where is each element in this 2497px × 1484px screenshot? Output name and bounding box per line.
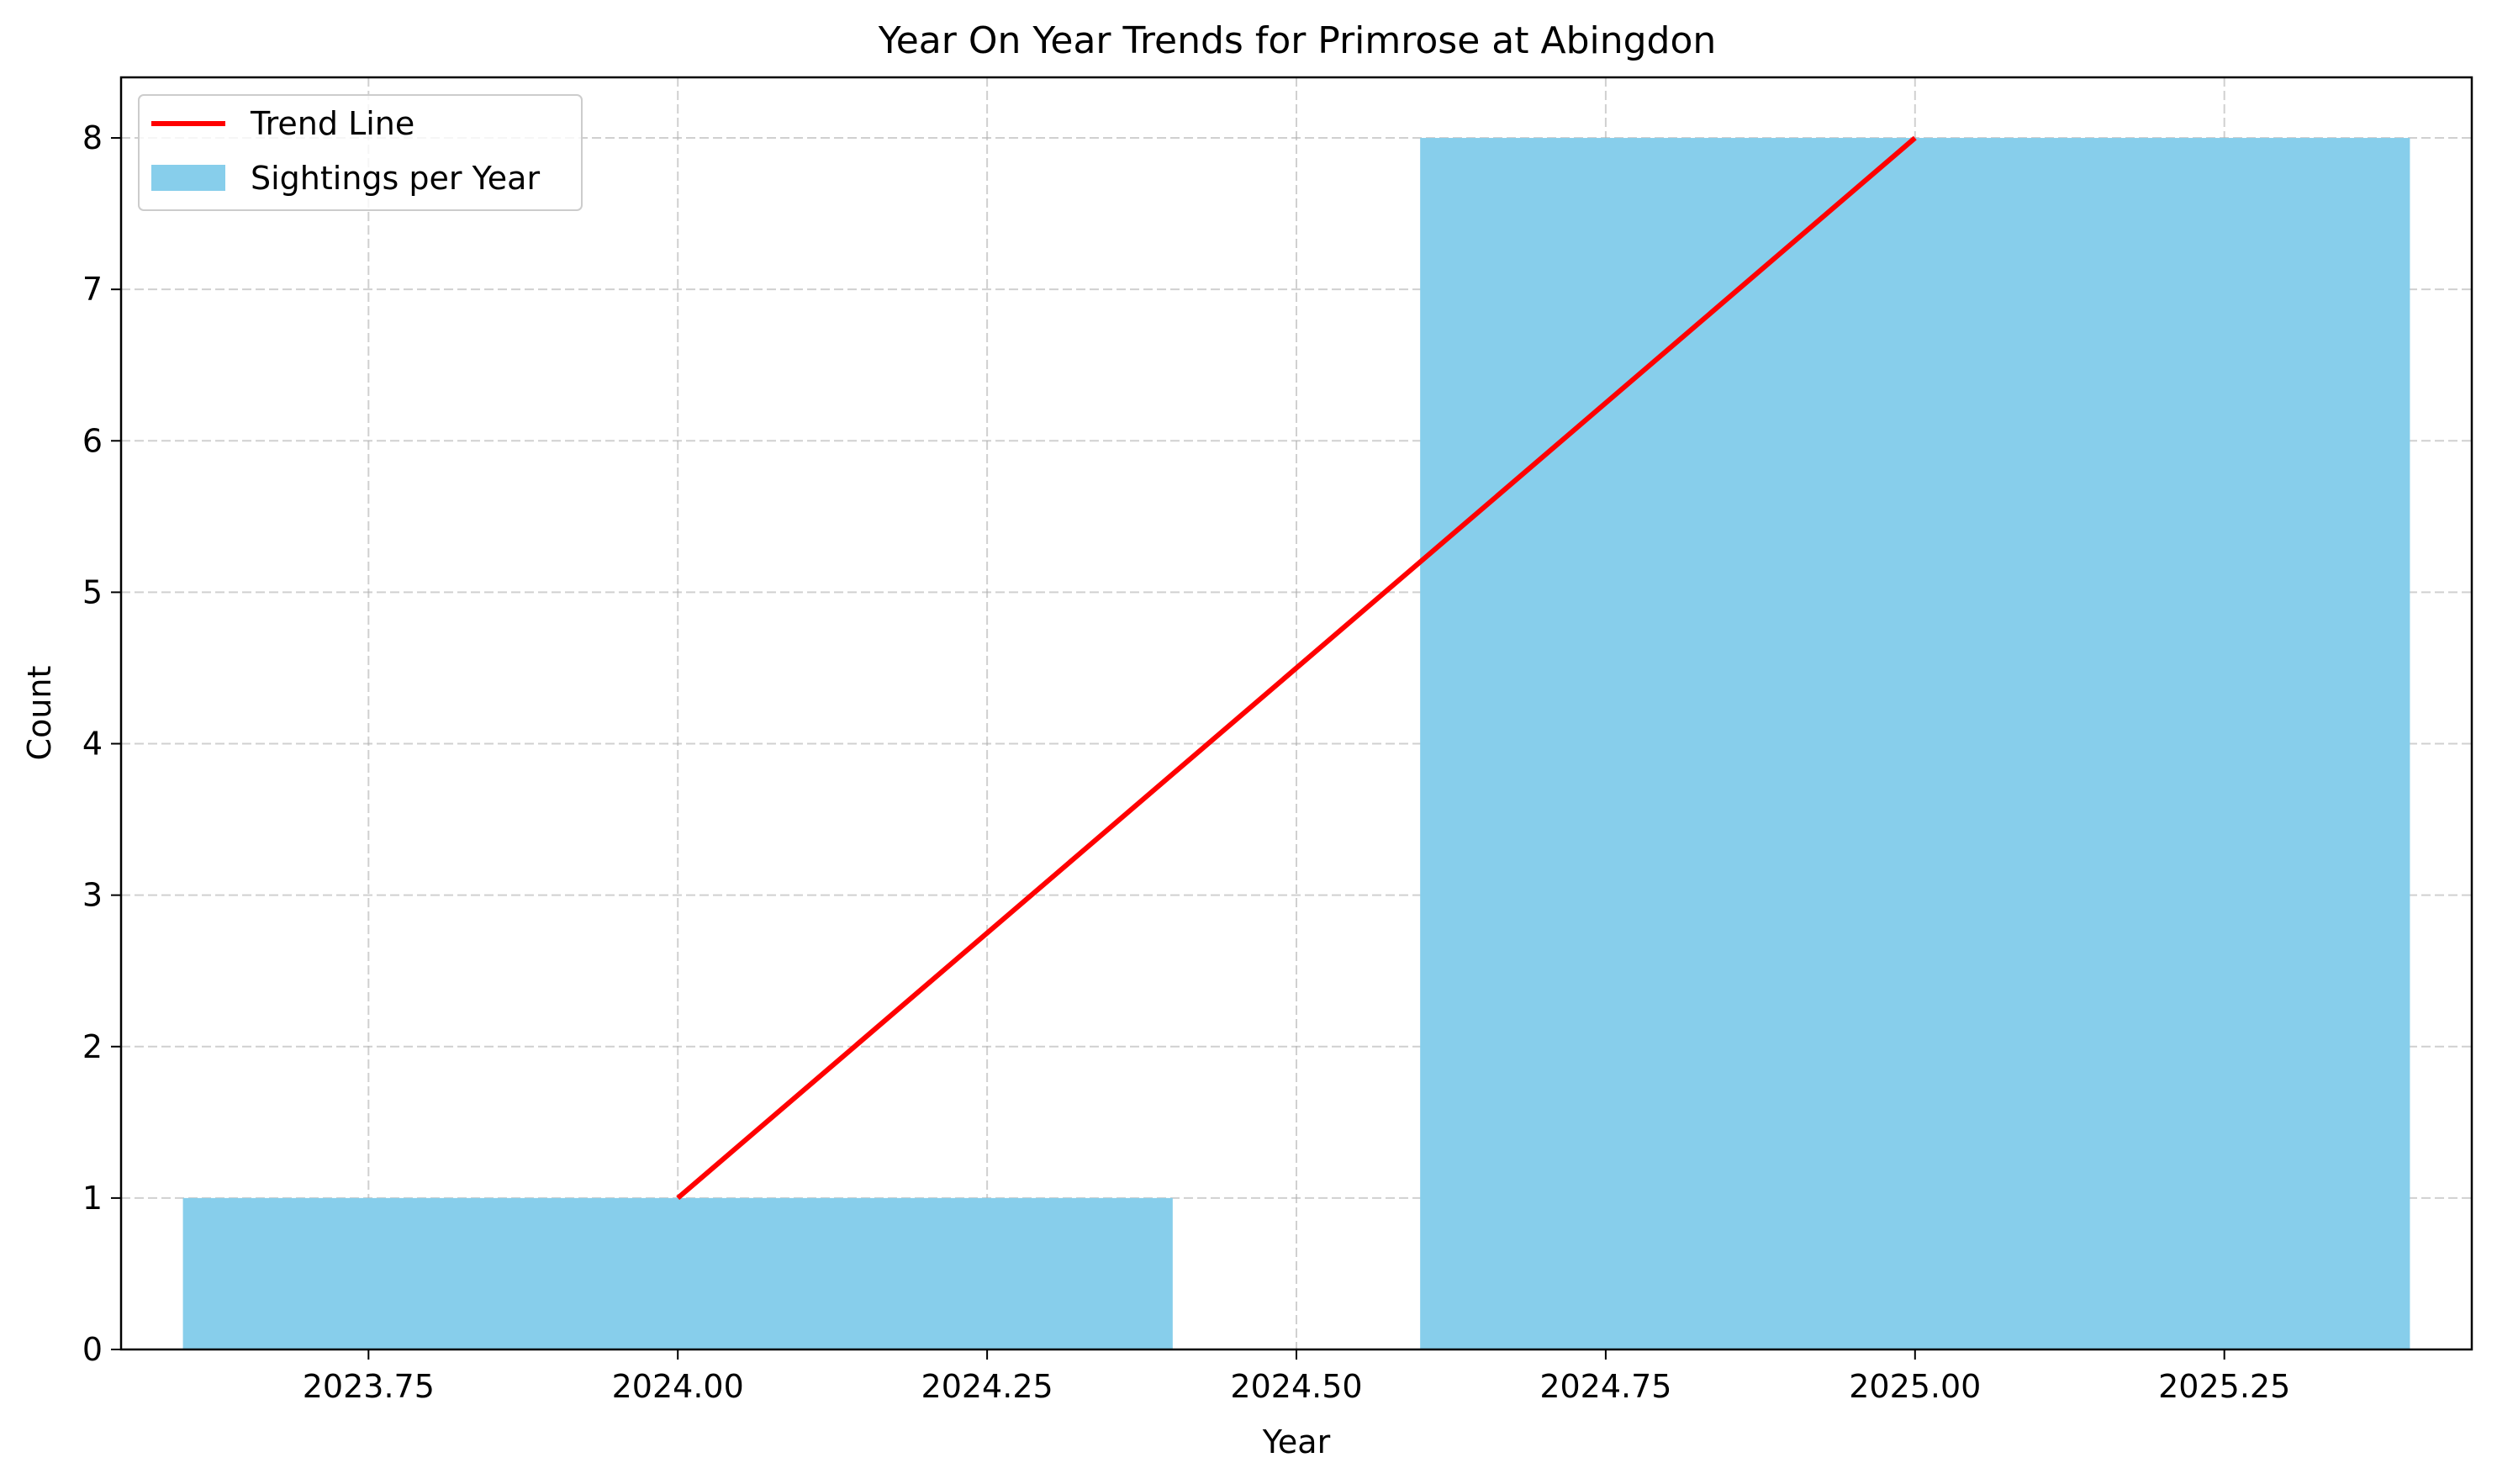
x-axis-label: Year bbox=[1262, 1423, 1331, 1460]
bars bbox=[182, 138, 2410, 1350]
x-tick-label: 2024.75 bbox=[1539, 1368, 1671, 1405]
trend-line-group bbox=[676, 135, 1917, 1201]
x-tick-label: 2025.25 bbox=[2158, 1368, 2290, 1405]
legend: Trend Line Sightings per Year bbox=[138, 94, 583, 211]
x-tick-label: 2024.00 bbox=[612, 1368, 744, 1405]
y-tick-label: 4 bbox=[82, 726, 103, 763]
legend-box bbox=[138, 94, 583, 211]
trend-line bbox=[676, 135, 1917, 1201]
x-tick-label: 2024.25 bbox=[921, 1368, 1053, 1405]
x-tick-label: 2025.00 bbox=[1849, 1368, 1981, 1405]
x-tick-label: 2023.75 bbox=[303, 1368, 435, 1405]
chart-title: Year On Year Trends for Primrose at Abin… bbox=[878, 19, 1717, 62]
x-ticks: 2023.75 2024.00 2024.25 2024.50 2024.75 2025.… bbox=[303, 1349, 2290, 1405]
y-tick-label: 1 bbox=[82, 1180, 103, 1217]
legend-bars-label: Sightings per Year bbox=[251, 160, 540, 197]
y-tick-label: 6 bbox=[82, 422, 103, 459]
bar-2025 bbox=[1420, 138, 2410, 1350]
legend-bars-swatch bbox=[151, 165, 225, 191]
y-ticks: 0 1 2 3 4 5 6 7 8 bbox=[82, 119, 121, 1368]
y-tick-label: 5 bbox=[82, 573, 103, 610]
legend-trend-line-label: Trend Line bbox=[250, 105, 414, 142]
y-tick-label: 7 bbox=[82, 271, 103, 308]
y-tick-label: 8 bbox=[82, 119, 103, 156]
y-tick-label: 0 bbox=[82, 1331, 103, 1368]
y-tick-label: 2 bbox=[82, 1028, 103, 1065]
y-axis-label: Count bbox=[21, 666, 58, 761]
bar-2024 bbox=[182, 1197, 1173, 1349]
y-tick-label: 3 bbox=[82, 877, 103, 914]
x-tick-label: 2024.50 bbox=[1230, 1368, 1362, 1405]
